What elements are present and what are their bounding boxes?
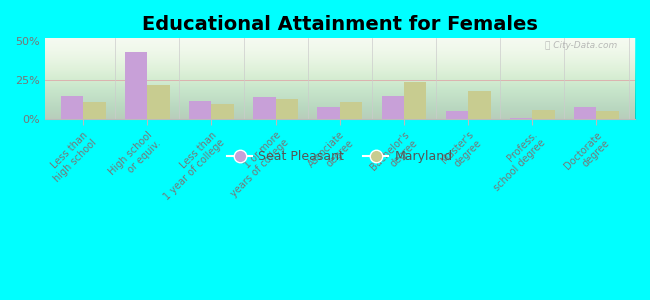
Bar xyxy=(83,102,105,119)
Bar xyxy=(317,107,340,119)
Bar xyxy=(340,102,362,119)
Legend: Seat Pleasant, Maryland: Seat Pleasant, Maryland xyxy=(222,145,458,168)
Bar xyxy=(211,103,234,119)
Bar xyxy=(597,111,619,119)
Bar xyxy=(60,96,83,119)
Bar xyxy=(446,111,468,119)
Bar xyxy=(532,110,555,119)
Bar xyxy=(510,118,532,119)
Text: ⓘ City-Data.com: ⓘ City-Data.com xyxy=(545,41,618,50)
Bar xyxy=(468,91,491,119)
Bar xyxy=(404,82,426,119)
Bar xyxy=(574,107,597,119)
Bar xyxy=(189,100,211,119)
Bar xyxy=(253,98,276,119)
Bar xyxy=(276,99,298,119)
Bar xyxy=(125,52,148,119)
Bar xyxy=(382,96,404,119)
Title: Educational Attainment for Females: Educational Attainment for Females xyxy=(142,15,538,34)
Bar xyxy=(148,85,170,119)
